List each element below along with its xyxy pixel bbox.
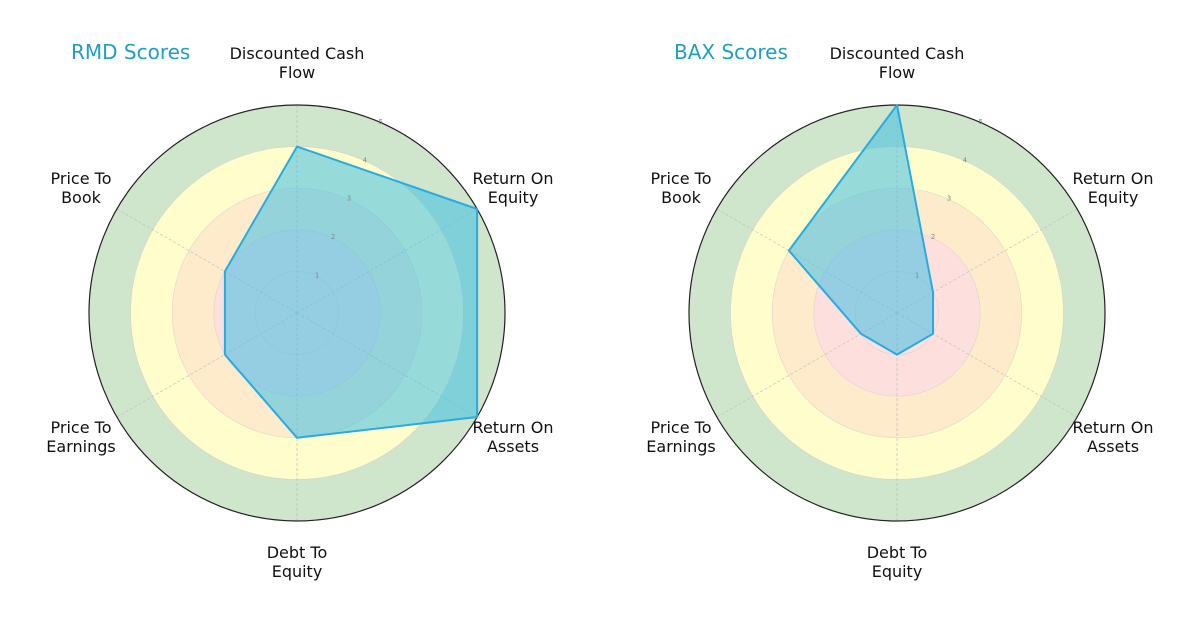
axis-label-return-on-equity: Return On Equity (1072, 169, 1154, 207)
radial-tick-label: 5 (379, 118, 383, 126)
radial-tick-label: 5 (979, 118, 983, 126)
outer-border (88, 104, 506, 522)
chart-title: BAX Scores (674, 40, 788, 64)
radial-tick-label: 2 (931, 233, 935, 241)
score-polygon (223, 145, 479, 439)
radial-tick-label: 1 (915, 272, 919, 280)
radial-tick-label: 2 (331, 233, 335, 241)
axis-label-debt-to-equity: Debt To Equity (866, 543, 928, 581)
score-polygon (787, 104, 934, 356)
radial-tick-label: 3 (347, 195, 351, 203)
axis-label-price-to-earnings: Price To Earnings (46, 418, 116, 456)
bax-radar-chart: 1 2 3 4 5 (688, 104, 1106, 522)
axis-label-price-to-book: Price To Book (650, 169, 712, 207)
rmd-radar-chart: 1 2 3 4 5 (88, 104, 506, 522)
axis-label-return-on-equity: Return On Equity (472, 169, 554, 207)
bax-radar-panel: BAX Scores 1 2 3 4 5 Discounted Cash Flow Re… (600, 0, 1200, 625)
radial-tick-label: 4 (963, 156, 968, 164)
axis-label-debt-to-equity: Debt To Equity (266, 543, 328, 581)
axis-label-return-on-assets: Return On Assets (472, 418, 554, 456)
axis-label-discounted-cash-flow: Discounted Cash Flow (229, 44, 365, 82)
axis-label-price-to-book: Price To Book (50, 169, 112, 207)
axis-label-price-to-earnings: Price To Earnings (646, 418, 716, 456)
axis-label-discounted-cash-flow: Discounted Cash Flow (829, 44, 965, 82)
radial-tick-label: 1 (315, 272, 319, 280)
radial-tick-label: 4 (363, 156, 368, 164)
axis-label-return-on-assets: Return On Assets (1072, 418, 1154, 456)
radial-tick-label: 3 (947, 195, 951, 203)
chart-title: RMD Scores (71, 40, 191, 64)
rmd-radar-panel: RMD Scores 1 2 3 4 5 Discounted Cash Flow Re… (46, 40, 554, 581)
